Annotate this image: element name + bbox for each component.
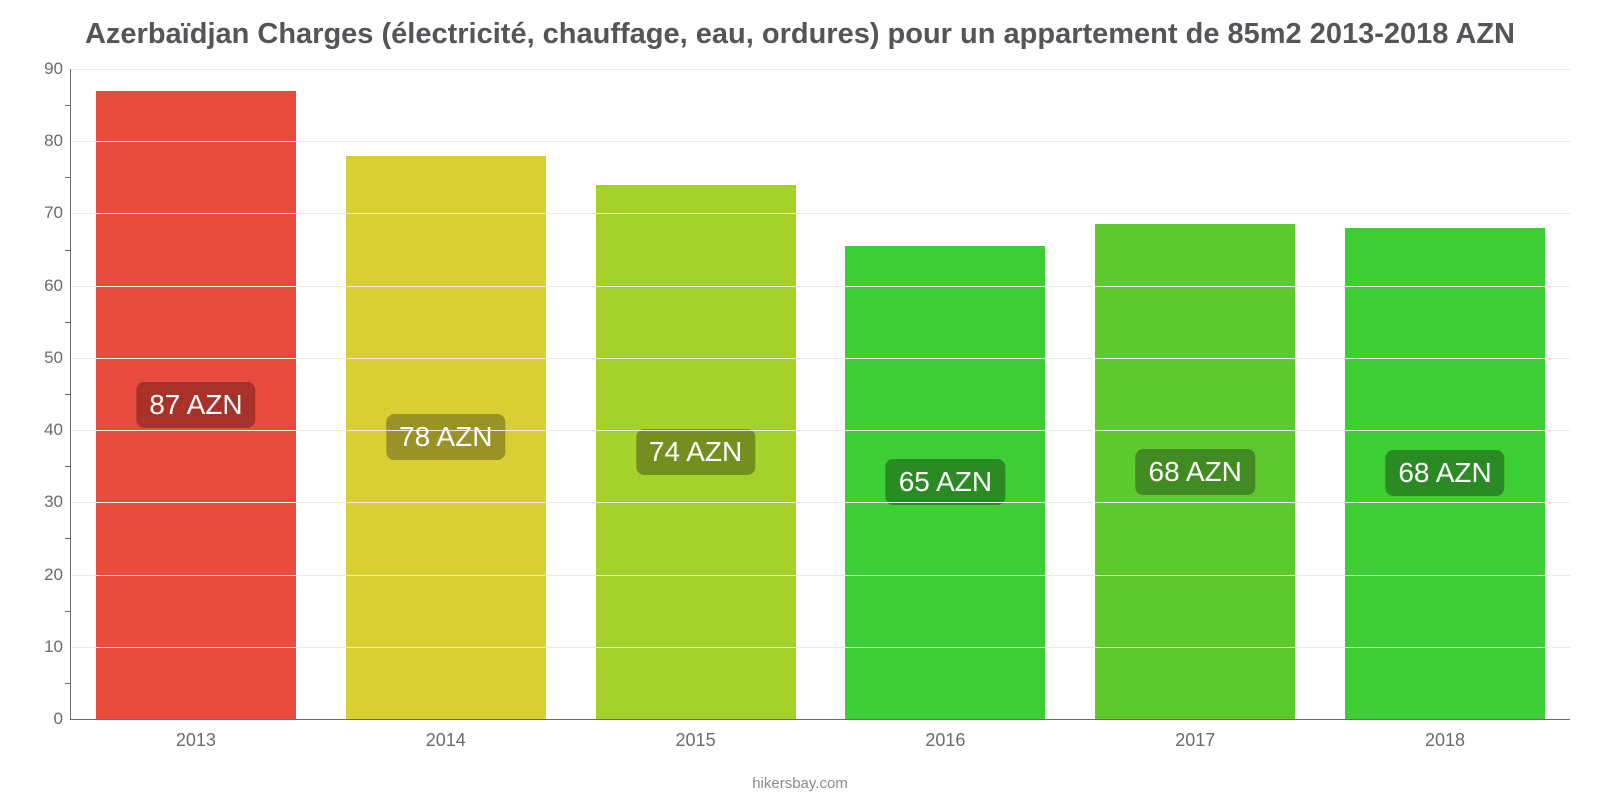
gridline xyxy=(71,69,1570,70)
y-minor-tick xyxy=(65,466,71,467)
y-axis-label: 10 xyxy=(23,637,63,657)
y-axis-label: 90 xyxy=(23,59,63,79)
y-axis-label: 40 xyxy=(23,420,63,440)
x-axis-label: 2018 xyxy=(1425,730,1465,751)
gridline xyxy=(71,213,1570,214)
chart-title: Azerbaïdjan Charges (électricité, chauff… xyxy=(0,0,1600,59)
x-axis-label: 2013 xyxy=(176,730,216,751)
chart-area: 87 AZN201378 AZN201474 AZN201565 AZN2016… xyxy=(70,59,1570,775)
bar: 78 AZN xyxy=(346,156,546,719)
bar-slot: 87 AZN2013 xyxy=(71,69,321,719)
x-axis-label: 2017 xyxy=(1175,730,1215,751)
x-axis-label: 2014 xyxy=(426,730,466,751)
y-axis-label: 50 xyxy=(23,348,63,368)
bar: 68 AZN xyxy=(1345,228,1545,719)
y-minor-tick xyxy=(65,250,71,251)
y-minor-tick xyxy=(65,394,71,395)
plot-region: 87 AZN201378 AZN201474 AZN201565 AZN2016… xyxy=(70,69,1570,720)
bar: 74 AZN xyxy=(596,185,796,719)
bar-value-badge: 87 AZN xyxy=(136,382,255,428)
gridline xyxy=(71,358,1570,359)
gridline xyxy=(71,141,1570,142)
bar: 68 AZN xyxy=(1095,224,1295,719)
bar-value-badge: 68 AZN xyxy=(1385,450,1504,496)
y-minor-tick xyxy=(65,611,71,612)
gridline xyxy=(71,430,1570,431)
y-axis-label: 60 xyxy=(23,276,63,296)
y-minor-tick xyxy=(65,322,71,323)
bar-value-badge: 68 AZN xyxy=(1136,449,1255,495)
gridline xyxy=(71,575,1570,576)
bar-value-badge: 65 AZN xyxy=(886,459,1005,505)
x-axis-label: 2015 xyxy=(676,730,716,751)
y-axis-label: 20 xyxy=(23,565,63,585)
y-minor-tick xyxy=(65,538,71,539)
gridline xyxy=(71,286,1570,287)
bar-value-badge: 74 AZN xyxy=(636,429,755,475)
bar-slot: 65 AZN2016 xyxy=(820,69,1070,719)
bar-slot: 78 AZN2014 xyxy=(321,69,571,719)
bar-slot: 68 AZN2017 xyxy=(1070,69,1320,719)
gridline xyxy=(71,647,1570,648)
y-minor-tick xyxy=(65,683,71,684)
y-axis-label: 0 xyxy=(23,709,63,729)
y-minor-tick xyxy=(65,105,71,106)
bar-value-badge: 78 AZN xyxy=(386,414,505,460)
y-minor-tick xyxy=(65,177,71,178)
gridline xyxy=(71,502,1570,503)
y-axis-label: 80 xyxy=(23,131,63,151)
bar-slot: 68 AZN2018 xyxy=(1320,69,1570,719)
y-axis-label: 70 xyxy=(23,203,63,223)
x-axis-label: 2016 xyxy=(925,730,965,751)
bar: 65 AZN xyxy=(845,246,1045,719)
bar: 87 AZN xyxy=(96,91,296,719)
bars-row: 87 AZN201378 AZN201474 AZN201565 AZN2016… xyxy=(71,69,1570,719)
y-axis-label: 30 xyxy=(23,492,63,512)
bar-slot: 74 AZN2015 xyxy=(571,69,821,719)
chart-source-footer: hikersbay.com xyxy=(0,775,1600,800)
